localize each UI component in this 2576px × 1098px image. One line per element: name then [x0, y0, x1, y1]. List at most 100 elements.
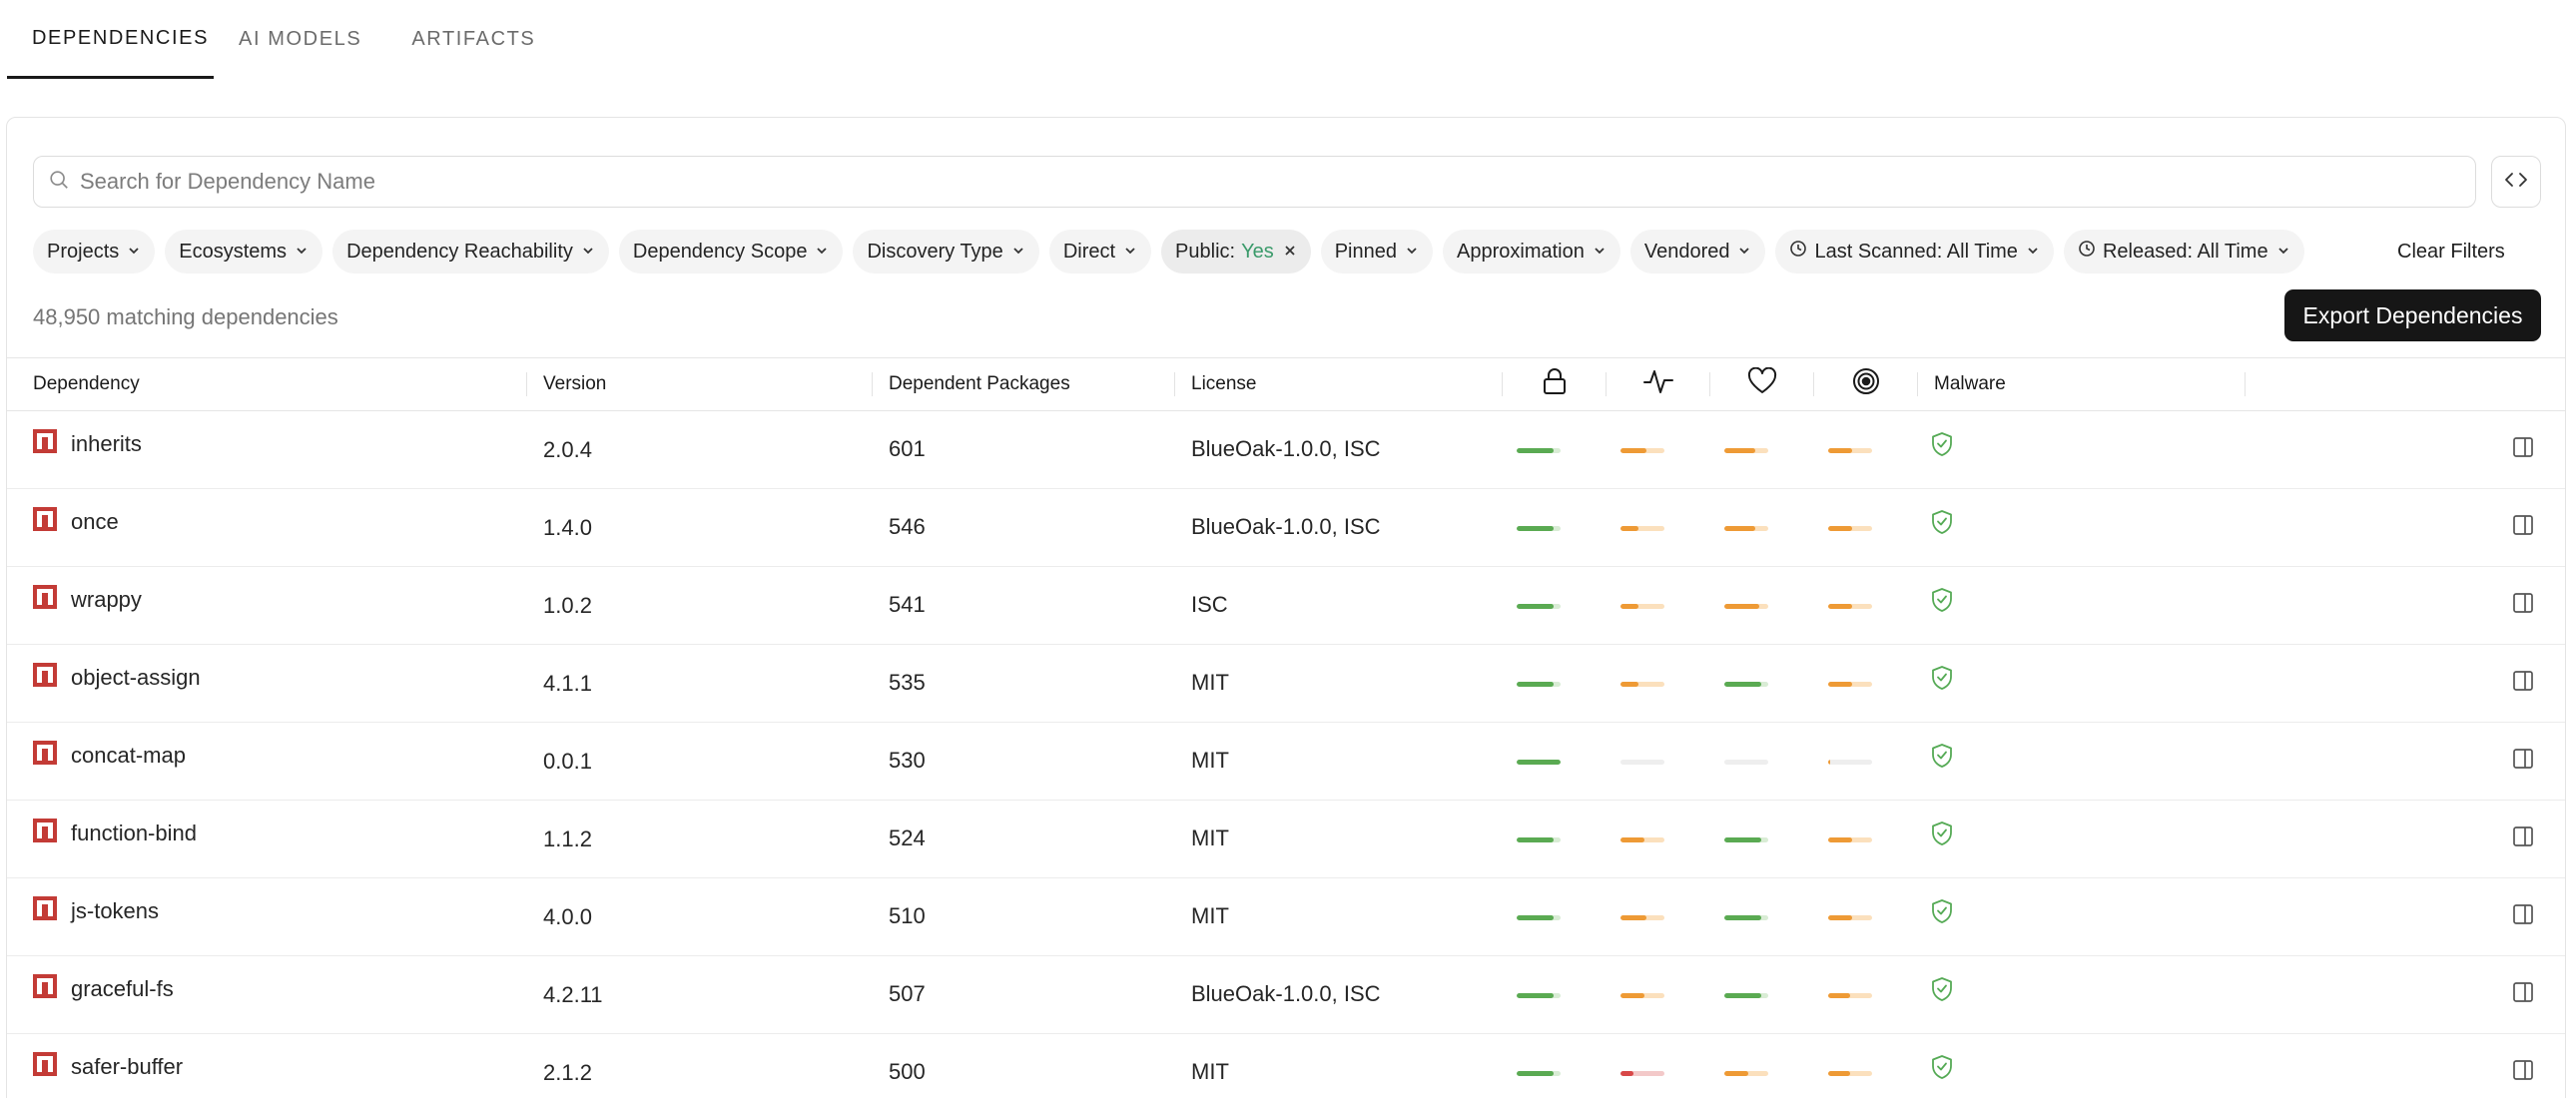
- package-cell[interactable]: function-bind: [33, 819, 197, 848]
- package-name[interactable]: js-tokens: [71, 898, 160, 923]
- popularity-score-bar: [1724, 915, 1768, 920]
- table-row[interactable]: function-bind 1.1.2 524 MIT: [7, 801, 2565, 878]
- package-name[interactable]: once: [71, 509, 119, 534]
- filter-dependency-reachability[interactable]: Dependency Reachability: [332, 230, 609, 274]
- security-score-bar: [1517, 604, 1561, 609]
- side-panel-icon[interactable]: [2511, 980, 2535, 1009]
- column-header-security[interactable]: [1503, 358, 1607, 410]
- filter-label: Discovery Type: [867, 240, 1003, 263]
- tab-ai-models[interactable]: AI MODELS: [239, 28, 362, 50]
- side-panel-icon[interactable]: [2511, 435, 2535, 464]
- chevron-down-icon: [1405, 241, 1419, 264]
- filter-dependency-scope[interactable]: Dependency Scope: [618, 230, 844, 274]
- activity-score-bar: [1620, 915, 1664, 920]
- chevron-down-icon: [127, 241, 141, 264]
- package-cell[interactable]: inherits: [33, 429, 142, 459]
- package-cell[interactable]: once: [33, 507, 119, 537]
- activity-score-bar: [1620, 448, 1664, 453]
- dependencies-panel: Projects Ecosystems Dependency Reachabil…: [6, 117, 2566, 1098]
- dependents-cell: 601: [889, 436, 926, 461]
- column-header-dependency[interactable]: Dependency: [7, 358, 527, 410]
- side-panel-icon[interactable]: [2511, 747, 2535, 776]
- chevron-down-icon: [815, 241, 829, 264]
- security-score-bar: [1517, 1071, 1561, 1076]
- activity-score-bar: [1620, 604, 1664, 609]
- filter-ecosystems[interactable]: Ecosystems: [165, 230, 323, 274]
- package-cell[interactable]: wrappy: [33, 585, 142, 615]
- column-header-malware[interactable]: Malware: [1918, 358, 2246, 410]
- side-panel-icon[interactable]: [2511, 669, 2535, 698]
- chevron-down-icon: [295, 241, 309, 264]
- side-panel-icon[interactable]: [2511, 591, 2535, 620]
- dependents-cell: 507: [889, 981, 926, 1006]
- package-cell[interactable]: safer-buffer: [33, 1052, 183, 1082]
- code-view-button[interactable]: [2491, 156, 2541, 208]
- table-row[interactable]: once 1.4.0 546 BlueOak-1.0.0, ISC: [7, 489, 2565, 567]
- package-cell[interactable]: graceful-fs: [33, 974, 174, 1004]
- table-row[interactable]: inherits 2.0.4 601 BlueOak-1.0.0, ISC: [7, 411, 2565, 489]
- package-cell[interactable]: concat-map: [33, 741, 186, 771]
- search-input[interactable]: [80, 169, 2376, 195]
- package-name[interactable]: graceful-fs: [71, 976, 174, 1001]
- clear-filters-button[interactable]: Clear Filters: [2397, 240, 2505, 263]
- popularity-score-bar: [1724, 526, 1768, 531]
- filter-pinned[interactable]: Pinned: [1320, 230, 1433, 274]
- package-cell[interactable]: object-assign: [33, 663, 201, 693]
- side-panel-icon[interactable]: [2511, 824, 2535, 853]
- tab-artifacts[interactable]: ARTIFACTS: [411, 28, 536, 50]
- version-cell: 1.0.2: [543, 593, 592, 618]
- popularity-score-bar: [1724, 604, 1768, 609]
- activity-score-bar: [1620, 993, 1664, 998]
- package-name[interactable]: function-bind: [71, 821, 197, 845]
- filter-discovery-type[interactable]: Discovery Type: [853, 230, 1039, 274]
- export-dependencies-button[interactable]: Export Dependencies: [2284, 289, 2541, 341]
- column-header-dependent-packages[interactable]: Dependent Packages: [873, 358, 1175, 410]
- license-cell: MIT: [1191, 825, 1229, 850]
- code-quality-score-bar: [1828, 837, 1872, 842]
- package-cell[interactable]: js-tokens: [33, 896, 159, 926]
- filter-vendored[interactable]: Vendored: [1629, 230, 1766, 274]
- table-row[interactable]: wrappy 1.0.2 541 ISC: [7, 567, 2565, 645]
- filter-released[interactable]: Released: All Time: [2063, 230, 2304, 274]
- close-icon[interactable]: [1283, 241, 1297, 264]
- table-row[interactable]: safer-buffer 2.1.2 500 MIT: [7, 1034, 2565, 1098]
- npm-icon: [33, 896, 57, 926]
- table-row[interactable]: graceful-fs 4.2.11 507 BlueOak-1.0.0, ISC: [7, 956, 2565, 1034]
- filter-projects[interactable]: Projects: [33, 230, 156, 274]
- column-header-license[interactable]: License: [1175, 358, 1503, 410]
- table-row[interactable]: object-assign 4.1.1 535 MIT: [7, 645, 2565, 723]
- search-bar[interactable]: [33, 156, 2476, 208]
- code-quality-score-bar: [1828, 448, 1872, 453]
- package-name[interactable]: object-assign: [71, 665, 201, 690]
- chevron-down-icon: [2026, 241, 2040, 264]
- shield-check-icon: [1930, 743, 1954, 774]
- column-header-code-quality[interactable]: [1814, 358, 1918, 410]
- package-name[interactable]: concat-map: [71, 743, 186, 768]
- filter-direct[interactable]: Direct: [1048, 230, 1152, 274]
- package-name[interactable]: safer-buffer: [71, 1054, 184, 1079]
- column-header-popularity[interactable]: [1710, 358, 1814, 410]
- side-panel-icon[interactable]: [2511, 513, 2535, 542]
- popularity-score-bar: [1724, 682, 1768, 687]
- code-quality-score-bar: [1828, 915, 1872, 920]
- filter-label: Ecosystems: [179, 240, 288, 263]
- filter-last-scanned[interactable]: Last Scanned: All Time: [1775, 230, 2054, 274]
- heart-icon: [1747, 366, 1777, 401]
- filter-public[interactable]: Public: Yes: [1161, 230, 1311, 274]
- npm-icon: [33, 741, 57, 771]
- package-name[interactable]: wrappy: [71, 587, 142, 612]
- filter-label: Dependency Reachability: [346, 240, 573, 263]
- tab-dependencies[interactable]: DEPENDENCIES: [7, 0, 214, 79]
- code-quality-score-bar: [1828, 604, 1872, 609]
- side-panel-icon[interactable]: [2511, 1058, 2535, 1087]
- filter-approximation[interactable]: Approximation: [1443, 230, 1620, 274]
- table-row[interactable]: js-tokens 4.0.0 510 MIT: [7, 878, 2565, 956]
- package-name[interactable]: inherits: [71, 431, 142, 456]
- target-icon: [1851, 366, 1881, 402]
- side-panel-icon[interactable]: [2511, 902, 2535, 931]
- column-header-version[interactable]: Version: [527, 358, 873, 410]
- tab-bar: DEPENDENCIES AI MODELS ARTIFACTS: [7, 0, 560, 79]
- column-header-activity[interactable]: [1607, 358, 1710, 410]
- npm-icon: [33, 1052, 57, 1082]
- table-row[interactable]: concat-map 0.0.1 530 MIT: [7, 723, 2565, 801]
